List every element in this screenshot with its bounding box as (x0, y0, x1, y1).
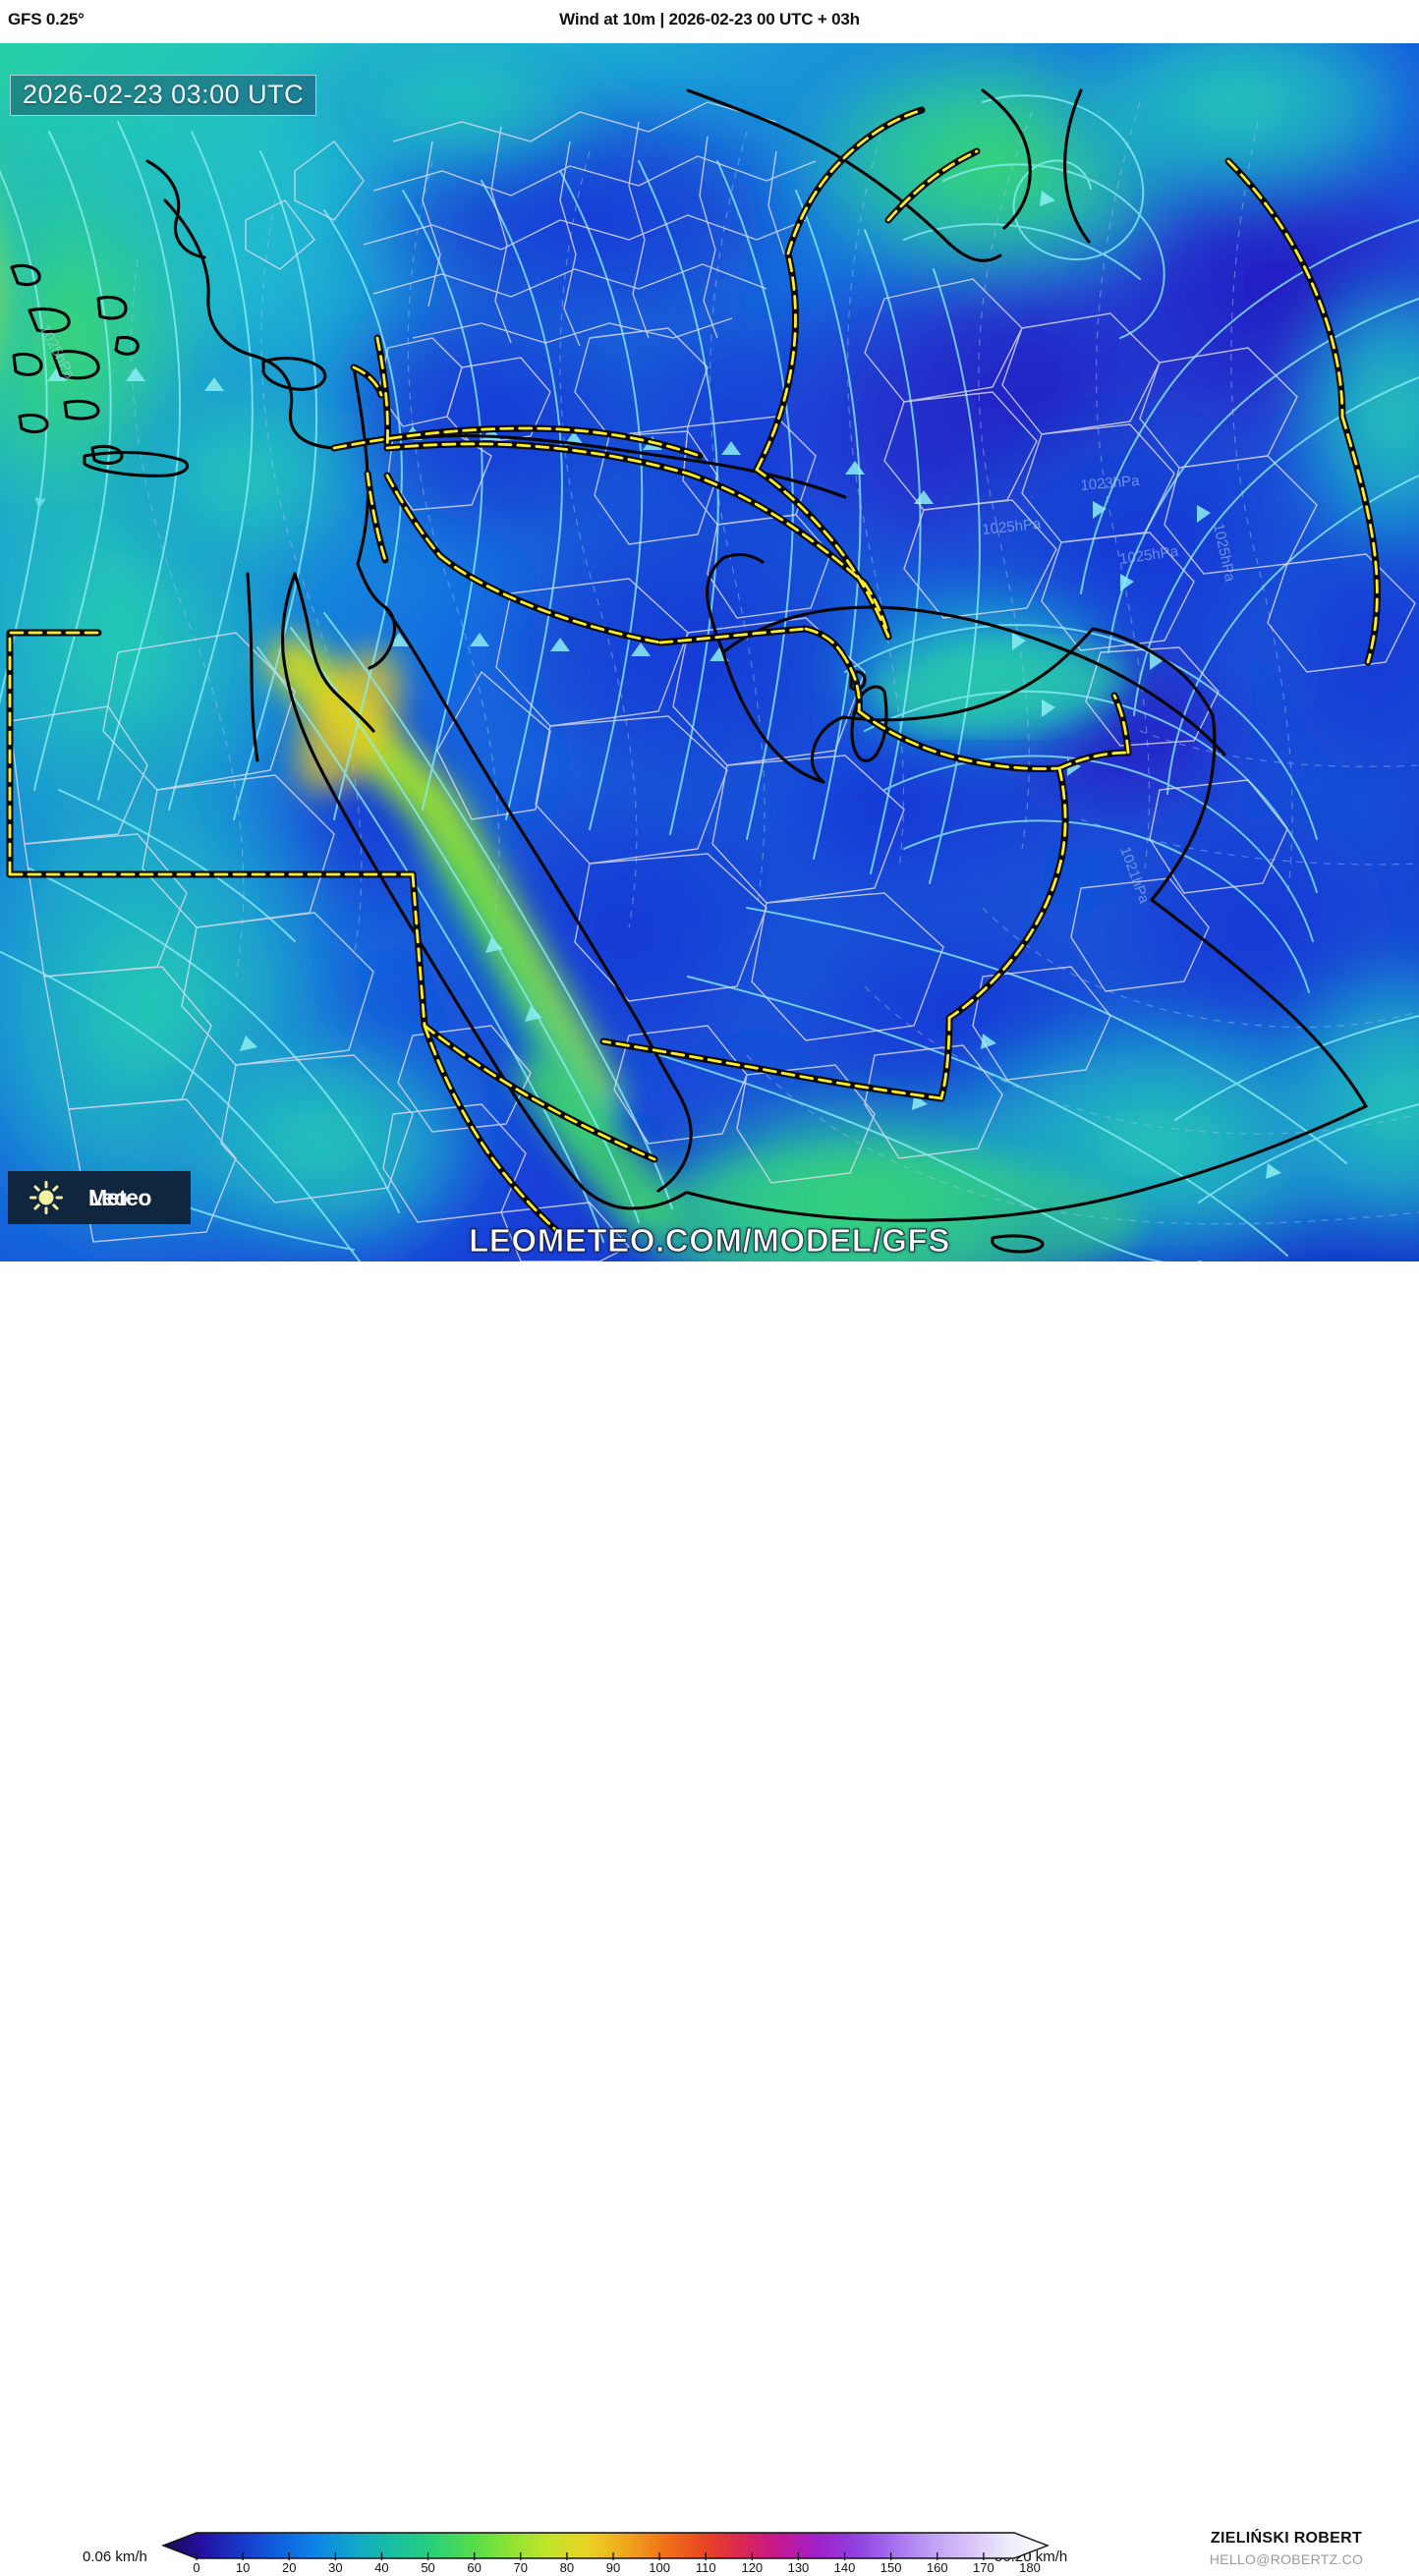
brand-text-back: Meteo (88, 1184, 151, 1210)
header-bar: GFS 0.25° Wind at 10m | 2026-02-23 00 UT… (0, 0, 1419, 43)
legend-tick-60: 60 (467, 2560, 482, 2575)
legend-tick-110: 110 (695, 2560, 716, 2575)
sun-icon (29, 1181, 63, 1214)
site-watermark: LEOMETEO.COM/MODEL/GFS (469, 1222, 950, 1260)
svg-text:1013hPa: 1013hPa (549, 1260, 610, 1261)
weather-map-canvas[interactable]: 1025hPa 1025hPa 1023hPa 1025hPa 1025hPa … (0, 43, 1419, 1261)
legend-tick-50: 50 (421, 2560, 435, 2575)
legend-tick-80: 80 (559, 2560, 575, 2575)
admin-borders (9, 101, 1416, 1261)
persian-gulf-band (865, 643, 1130, 731)
brand-logo-box[interactable]: Meteo Leo (8, 1171, 191, 1224)
svg-text:1025hPa: 1025hPa (982, 516, 1043, 538)
red-sea-jet (260, 633, 629, 1153)
timestamp-overlay: 2026-02-23 03:00 UTC (10, 75, 317, 117)
legend-tick-10: 10 (235, 2560, 251, 2575)
legend-tick-40: 40 (374, 2560, 389, 2575)
legend-tick-20: 20 (281, 2560, 297, 2575)
country-borders (6, 106, 1381, 1238)
author-email: HELLO@ROBERTZ.CO (1209, 2551, 1364, 2567)
legend-tick-160: 160 (926, 2560, 948, 2575)
colorbar (161, 2532, 1050, 2560)
legend-tick-90: 90 (605, 2560, 621, 2575)
model-label: GFS 0.25° (8, 10, 85, 28)
legend-tick-70: 70 (513, 2560, 528, 2575)
legend-tick-140: 140 (833, 2560, 856, 2575)
coastlines (10, 88, 1368, 1254)
page-title: Wind at 10m | 2026-02-23 00 UTC + 03h (559, 10, 860, 28)
svg-text:1023hPa: 1023hPa (1080, 473, 1141, 494)
streamline-arrowheads (47, 191, 1281, 1179)
wind-field-svg: 1025hPa 1025hPa 1023hPa 1025hPa 1025hPa … (0, 43, 1419, 1261)
legend-tick-30: 30 (328, 2560, 343, 2575)
legend-tick-120: 120 (741, 2560, 764, 2575)
legend-tick-100: 100 (649, 2560, 670, 2575)
brand-logo-text: Meteo Leo (88, 1185, 151, 1211)
legend-bar: 0.06 km/h 56.20 km/h 0 10 20 30 40 50 60 70 80 90… (0, 1261, 1419, 2575)
legend-tick-130: 130 (787, 2560, 810, 2575)
legend-tick-0: 0 (193, 2560, 200, 2575)
legend-tick-150: 150 (880, 2560, 902, 2575)
author-name: ZIELIŃSKI ROBERT (1210, 2530, 1363, 2547)
legend-tick-180: 180 (1019, 2560, 1041, 2575)
legend-tick-170: 170 (973, 2560, 994, 2575)
brand-text-front: Leo (88, 1184, 128, 1210)
wind-streamlines (0, 94, 1419, 1261)
aegean-hotspot (0, 102, 138, 476)
